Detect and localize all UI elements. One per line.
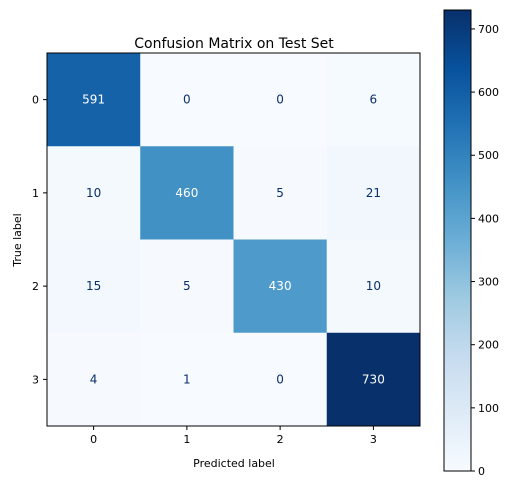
heatmap-cell (233, 332, 328, 427)
x-tick-label: 0 (90, 433, 97, 446)
cell-value-label: 6 (370, 93, 378, 107)
heatmap-cell (140, 332, 234, 427)
colorbar (443, 9, 472, 472)
cell-value-label: 591 (82, 93, 105, 107)
heatmap-cell (326, 146, 421, 240)
colorbar-tick-label: 200 (478, 339, 499, 352)
colorbar-tick-label: 300 (478, 276, 499, 289)
x-axis-label: Predicted label (193, 457, 275, 470)
cell-value-label: 10 (86, 186, 101, 200)
cell-value-label: 460 (175, 186, 198, 200)
heatmap-cell (326, 239, 421, 334)
cell-value-label: 21 (366, 186, 381, 200)
y-tick-label: 1 (32, 187, 39, 200)
cell-value-label: 4 (90, 372, 98, 386)
heatmap-cell (140, 53, 234, 147)
y-tick-label: 0 (32, 94, 39, 107)
cell-value-label: 5 (276, 186, 284, 200)
y-axis-ticks: 0 1 2 3 (32, 94, 47, 386)
colorbar-tick-label: 100 (478, 402, 499, 415)
heatmap-cell (47, 146, 141, 240)
heatmap-cell (233, 239, 328, 334)
cell-value-label: 0 (276, 93, 284, 107)
y-tick-label: 2 (32, 280, 39, 293)
x-axis-ticks: 0 1 2 3 (90, 426, 377, 446)
heatmap-cell (47, 53, 141, 147)
heatmap-cell (47, 332, 141, 427)
heatmap-cell (233, 53, 328, 147)
colorbar-tick-label: 400 (478, 212, 499, 225)
x-tick-label: 3 (370, 433, 377, 446)
x-tick-label: 1 (183, 433, 190, 446)
heatmap-cell (140, 239, 234, 334)
colorbar-tick-label: 700 (478, 23, 499, 36)
cell-value-label: 0 (276, 372, 284, 386)
cell-value-label: 1 (183, 372, 191, 386)
y-axis-label: True label (11, 213, 24, 267)
cell-value-label: 730 (362, 372, 385, 386)
y-tick-label: 3 (32, 373, 39, 386)
cell-value-label: 0 (183, 93, 191, 107)
cell-value-label: 10 (366, 279, 381, 293)
heatmap-cell (233, 146, 328, 240)
heatmap-cell (140, 146, 234, 240)
chart-title: Confusion Matrix on Test Set (134, 36, 334, 52)
x-tick-label: 2 (277, 433, 284, 446)
cell-value-label: 5 (183, 279, 191, 293)
cell-value-label: 430 (269, 279, 292, 293)
heatmap-cell (47, 239, 141, 334)
plot-frame (46, 52, 421, 427)
colorbar-ticks: 0 100 200 300 400 500 600 700 (471, 23, 499, 478)
heatmap-cell (326, 332, 421, 427)
colorbar-tick-label: 600 (478, 86, 499, 99)
colorbar-tick-label: 0 (478, 465, 485, 478)
heatmap-cell (326, 53, 421, 147)
cell-value-label: 15 (86, 279, 101, 293)
colorbar-tick-label: 500 (478, 149, 499, 162)
